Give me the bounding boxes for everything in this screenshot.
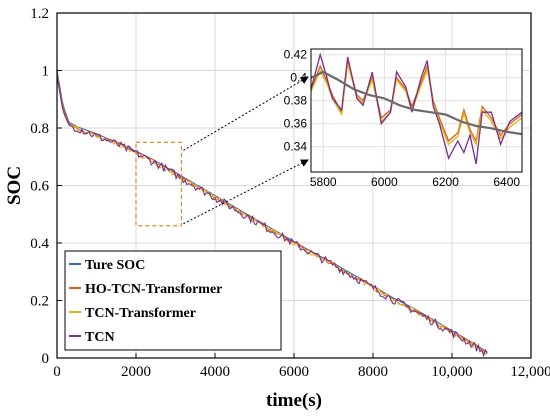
x-axis-title: time(s) [266,390,322,411]
x-tick-label: 6000 [279,364,309,380]
inset-y-tick-label: 0.4 [290,71,307,85]
zoom-arrow-bottom [183,159,309,225]
inset-x-tick-label: 6000 [371,175,398,189]
legend-label: Ture SOC [85,258,145,273]
zoom-region-box [135,141,183,227]
inset-y-tick-label: 0.34 [284,140,308,154]
y-axis-title: SOC [4,166,25,205]
legend-label: TCN-Transformer [85,306,196,321]
x-tick-label: 12,000 [510,364,550,380]
y-tick-label: 0 [42,351,50,367]
inset-x-tick-label: 5800 [310,175,337,189]
y-tick-label: 0.4 [30,236,49,252]
legend-box [64,250,282,351]
inset-y-tick-label: 0.38 [284,94,308,108]
x-tick-label: 2000 [121,364,151,380]
inset-y-tick-label: 0.36 [284,117,308,131]
y-tick-label: 1.2 [30,6,49,22]
y-tick-label: 0.2 [30,294,49,310]
x-tick-label: 0 [53,364,61,380]
inset-group: 5800 6000 6200 6400 0.34 0.36 0.38 0.4 0.42 [284,48,523,189]
inset-border [310,48,523,173]
zoom-arrow-top [183,76,309,151]
x-tick-label: 8000 [358,364,388,380]
x-tick-label: 10,000 [431,364,472,380]
inset-series-line [310,70,523,136]
series-line [56,76,488,355]
main-series [56,70,488,358]
zoom-box-group [135,76,309,227]
x-tick-label: 4000 [200,364,230,380]
inset-x-tick-label: 6400 [493,175,520,189]
series-line [56,76,488,358]
inset-x-tick-label: 6200 [432,175,459,189]
legend-label: HO-TCN-Transformer [85,282,222,297]
y-tick-label: 0.8 [30,121,49,137]
legend-label: TCN [85,330,115,345]
main-ticks: 0 2000 4000 6000 8000 10,000 12,000 0 0.2 0.4 0.6 0… [30,6,550,380]
inset-y-tick-label: 0.42 [284,48,308,62]
y-tick-label: 0.6 [30,179,49,195]
y-tick-label: 1 [42,64,50,80]
legend: Ture SOC HO-TCN-Transformer TCN-Transforme… [64,250,282,351]
